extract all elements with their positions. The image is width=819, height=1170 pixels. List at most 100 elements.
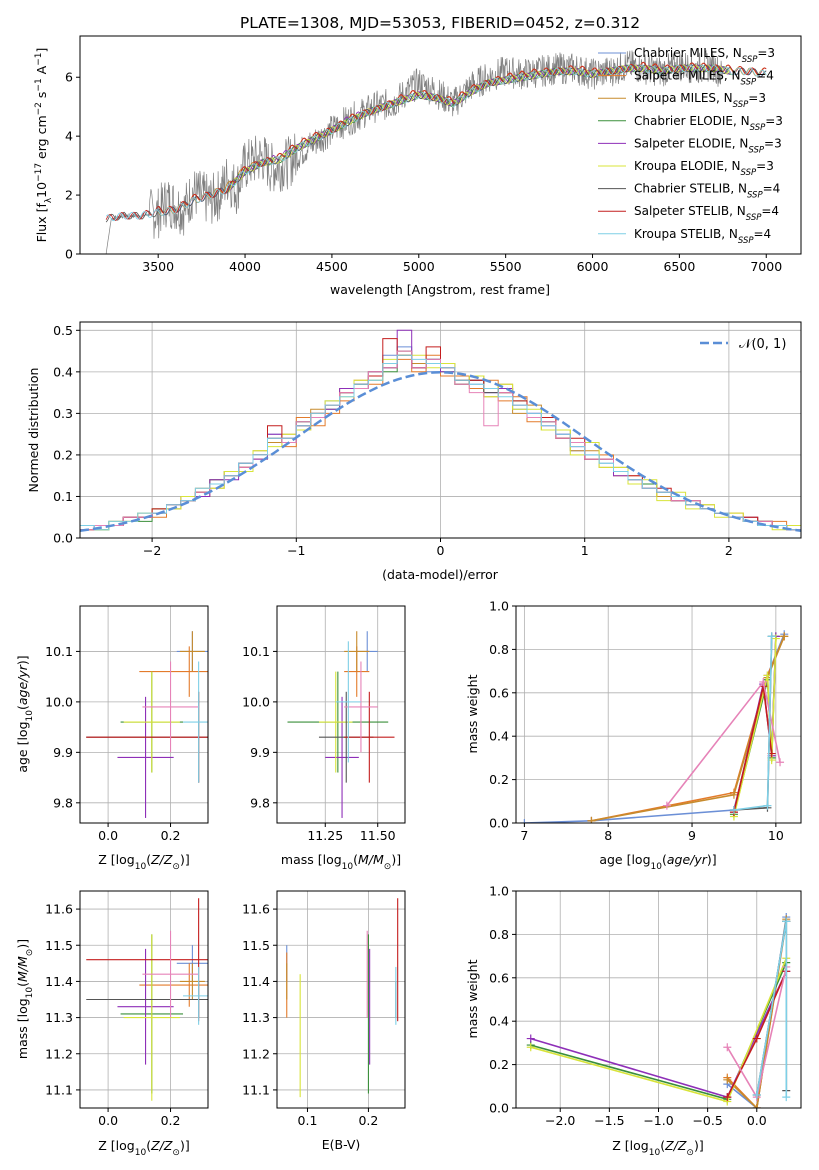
plot-area-mass-vs-ebv [286, 898, 399, 1098]
figure-title: PLATE=1308, MJD=53053, FIBERID=0452, z=0… [240, 14, 640, 32]
y-tick-label: 11.3 [45, 1010, 73, 1025]
weight-marker [526, 1043, 535, 1052]
legend-label: Chabrier ELODIE, NSSP=3 [634, 114, 783, 133]
y-tick-label: 1.0 [489, 599, 509, 614]
y-tick-label: 9.9 [250, 745, 270, 760]
age-vs-Z-xlabel: Z [log10(Z/Z⊙)] [98, 852, 189, 872]
plot-area-age-vs-mass [287, 631, 395, 818]
y-tick-label: 0.5 [53, 323, 73, 338]
y-tick-label: 11.2 [45, 1046, 73, 1061]
y-tick-label: 11.1 [242, 1082, 270, 1097]
weight-marker [723, 1043, 732, 1052]
panel-mass-vs-ebv: 0.1 0.2 11.1 11.2 11.3 11.4 11.5 11.6 [242, 890, 406, 1128]
legend-label: Chabrier MILES, NSSP=3 [634, 46, 775, 65]
y-tick-label: 1.0 [489, 884, 509, 899]
axes-frame [276, 890, 406, 1109]
legend-label: Kroupa STELIB, NSSP=4 [634, 227, 771, 246]
age-vs-Z-ylabel: age [log10(age/yr)] [15, 655, 35, 772]
y-tick-label: 10.1 [242, 644, 270, 659]
plot-area-residuals [80, 329, 801, 538]
x-tick-label: 0.0 [98, 1113, 118, 1128]
legend-label: Kroupa ELODIE, NSSP=3 [634, 159, 774, 178]
x-tick-label: 2 [725, 543, 733, 558]
y-tick-label: 9.8 [250, 795, 270, 810]
legend-label: Salpeter STELIB, NSSP=4 [634, 204, 779, 223]
spectrum-legend: Chabrier MILES, NSSP=3 Salpeter MILES, NS… [598, 46, 783, 246]
x-tick-label: 4500 [316, 259, 348, 274]
legend-label: Salpeter MILES, NSSP=4 [634, 69, 774, 88]
y-tick-label: 0.0 [489, 816, 509, 831]
x-tick-label: 6500 [663, 259, 695, 274]
panel-residuals: −2 −1 0 1 2 0.0 0.1 0.2 0.3 0.4 0.5 [53, 321, 802, 558]
weight-marker [723, 1093, 732, 1102]
panel-mass-vs-Z: 0.0 0.2 11.1 11.2 11.3 11.4 11.5 11.6 [45, 890, 209, 1128]
y-tick-label: 0.8 [489, 642, 509, 657]
x-tick-label: −2.0 [545, 1113, 575, 1128]
y-tick-label: 0.2 [489, 772, 509, 787]
plot-area-weight-vs-Z [526, 913, 791, 1108]
y-tick-label: 10.1 [45, 644, 73, 659]
weight-vs-Z-xlabel: Z [log10(Z/Z⊙)] [612, 1138, 703, 1158]
x-tick-label: 5000 [403, 259, 435, 274]
x-tick-label: 6000 [577, 259, 609, 274]
model-spectrum-line [105, 64, 767, 223]
y-tick-label: 0.3 [53, 406, 73, 421]
plot-area-mass-vs-Z [86, 898, 208, 1101]
weight-marker [752, 1034, 761, 1043]
y-tick-label: 0.1 [53, 489, 73, 504]
age-vs-mass-xlabel: mass [log10(M/M⊙)] [281, 852, 401, 872]
x-tick-label: 10 [768, 828, 784, 843]
x-tick-label: 4000 [229, 259, 261, 274]
x-tick-label: 0.2 [161, 1113, 181, 1128]
weight-marker [752, 1104, 761, 1108]
y-tick-label: 11.3 [242, 1010, 270, 1025]
panel-spectrum: 3500 4000 4500 5000 5500 6000 6500 7000 0 2 4 6 [65, 35, 802, 274]
weight-marker [782, 917, 791, 926]
y-tick-label: 0.8 [489, 927, 509, 942]
y-tick-label: 9.9 [53, 745, 73, 760]
axes-frame [276, 605, 406, 824]
y-tick-label: 0.6 [489, 970, 509, 985]
plot-area-age-vs-Z [86, 631, 208, 818]
weight-marker [723, 1075, 732, 1084]
x-tick-label: 1 [581, 543, 589, 558]
x-tick-label: −1.0 [643, 1113, 673, 1128]
weight-marker [520, 819, 529, 823]
weight-line [756, 921, 788, 1098]
x-tick-label: 7 [520, 828, 528, 843]
weight-marker [780, 632, 789, 641]
x-tick-label: 0.1 [298, 1113, 318, 1128]
axes-frame [79, 35, 802, 255]
weight-vs-Z-ylabel: mass weight [465, 959, 480, 1038]
x-tick-label: 0.0 [98, 828, 118, 843]
panel-age-vs-Z: 0.0 0.2 9.8 9.9 10.0 10.1 [45, 605, 209, 843]
x-tick-label: 9 [688, 828, 696, 843]
legend-label: Chabrier STELIB, NSSP=4 [634, 182, 780, 201]
y-tick-label: 0.6 [489, 685, 509, 700]
x-tick-label: 7000 [750, 259, 782, 274]
legend-label: Salpeter ELODIE, NSSP=3 [634, 136, 782, 155]
observed-spectrum [105, 49, 723, 254]
x-tick-label: 8 [604, 828, 612, 843]
spectrum-xlabel: wavelength [Angstrom, rest frame] [330, 282, 550, 297]
weight-marker [771, 634, 780, 643]
y-tick-label: 11.2 [242, 1046, 270, 1061]
x-tick-label: 0.2 [161, 828, 181, 843]
panel-weight-vs-age: 7 8 9 10 0.0 0.2 0.4 0.6 0.8 1.0 [489, 599, 802, 843]
y-tick-label: 11.4 [242, 974, 270, 989]
x-tick-label: −1.5 [594, 1113, 624, 1128]
mass-vs-Z-ylabel: mass [log10(M/M⊙)] [15, 939, 35, 1059]
plot-area-spectrum [105, 49, 767, 254]
model-spectrum-line [227, 64, 732, 193]
residual-histogram [80, 354, 801, 538]
x-tick-label: 3500 [142, 259, 174, 274]
y-tick-label: 11.6 [45, 902, 73, 917]
y-tick-label: 10.0 [45, 694, 73, 709]
mass-vs-Z-xlabel: Z [log10(Z/Z⊙)] [98, 1138, 189, 1158]
y-tick-label: 0.0 [489, 1101, 509, 1116]
panel-weight-vs-Z: −2.0 −1.5 −1.0 −0.5 0.0 0.0 0.2 0.4 0.6 0.8 1.0 [489, 884, 802, 1128]
weight-marker [729, 805, 738, 814]
weight-vs-age-xlabel: age [log10(age/yr)] [599, 852, 716, 872]
legend-label: 𝒩(0, 1) [739, 337, 786, 352]
